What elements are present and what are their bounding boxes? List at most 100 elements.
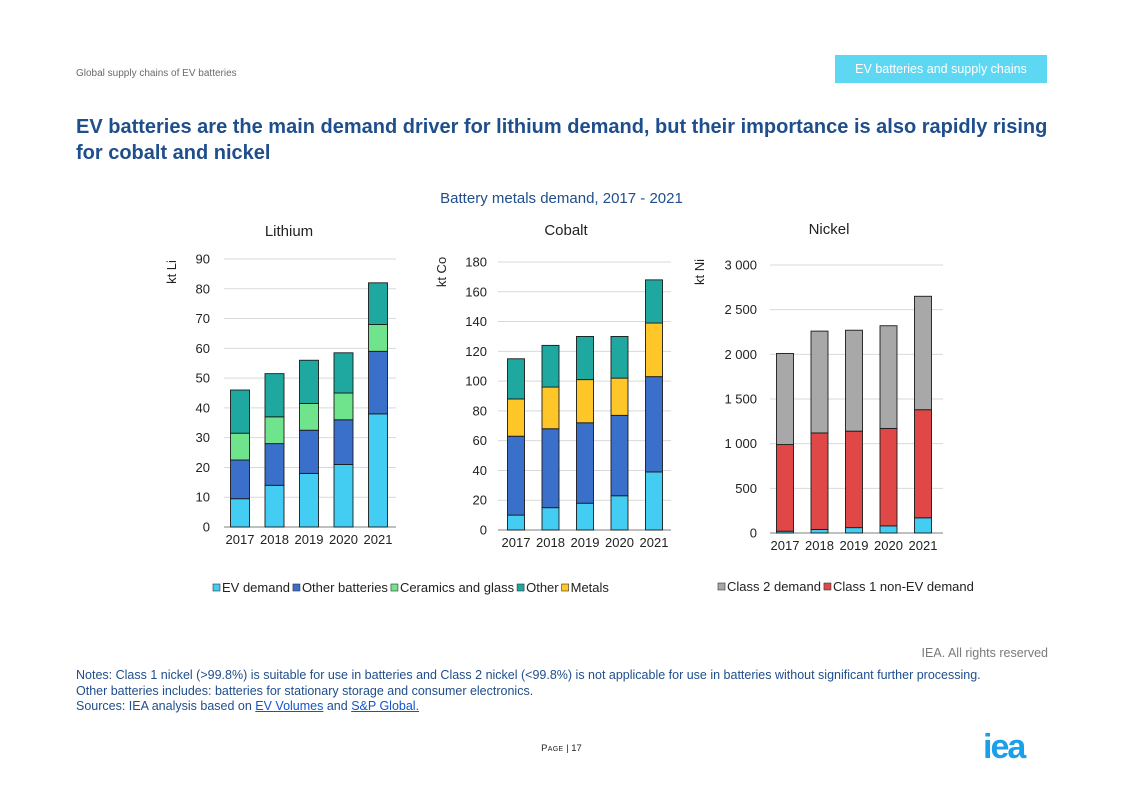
lithium-y-tick-label: 30 bbox=[196, 430, 210, 445]
notes-line-2: Other batteries includes: batteries for … bbox=[76, 683, 534, 698]
sp-global-link[interactable]: S&P Global. bbox=[351, 699, 420, 713]
ev-volumes-link[interactable]: EV Volumes bbox=[255, 699, 324, 713]
nickel-bar-segment bbox=[776, 352, 794, 446]
lithium-bar-segment bbox=[264, 373, 285, 418]
lithium-bar-segment bbox=[333, 352, 354, 394]
nickel-bar-segment bbox=[810, 330, 829, 434]
cobalt-bar-segment bbox=[576, 379, 594, 424]
nickel-bar-segment bbox=[845, 329, 863, 432]
lithium-bar-segment bbox=[230, 498, 250, 528]
lithium-y-tick-label: 10 bbox=[196, 490, 210, 505]
lithium-y-tick-label: 90 bbox=[196, 252, 210, 267]
cobalt-chart-title: Cobalt bbox=[544, 222, 588, 239]
lithium-y-tick-label: 20 bbox=[196, 460, 210, 475]
section-tag[interactable]: EV batteries and supply chains bbox=[835, 55, 1047, 83]
cobalt-y-tick-label: 100 bbox=[465, 374, 487, 389]
left-legend-label: Ceramics and glass bbox=[400, 580, 515, 595]
lithium-bar-segment bbox=[299, 472, 319, 528]
cobalt-y-tick-label: 120 bbox=[465, 344, 487, 359]
lithium-y-tick-label: 60 bbox=[196, 341, 210, 356]
cobalt-bar-segment bbox=[507, 435, 525, 516]
cobalt-y-tick-label: 20 bbox=[473, 493, 487, 508]
left-legend-swatch bbox=[561, 583, 569, 592]
lithium-bar-segment bbox=[299, 359, 319, 404]
nickel-bar-segment bbox=[845, 527, 863, 534]
lithium-bar-segment bbox=[264, 416, 285, 445]
lithium-y-tick-label: 70 bbox=[196, 311, 210, 326]
lithium-bar-segment bbox=[230, 459, 250, 500]
lithium-x-tick-label: 2017 bbox=[226, 532, 255, 547]
lithium-x-tick-label: 2020 bbox=[329, 532, 358, 547]
page-title: EV batteries are the main demand driver … bbox=[76, 116, 1048, 164]
left-legend-label: Other bbox=[526, 580, 559, 595]
lithium-y-tick-label: 0 bbox=[203, 520, 210, 535]
page-separator: | bbox=[563, 743, 572, 754]
cobalt-bar-segment bbox=[610, 377, 629, 416]
lithium-x-tick-label: 2018 bbox=[260, 532, 289, 547]
cobalt-x-tick-label: 2018 bbox=[536, 535, 565, 550]
right-legend-label: Class 2 demand bbox=[727, 579, 821, 594]
nickel-bar-segment bbox=[879, 525, 898, 534]
cobalt-bar-segment bbox=[507, 358, 525, 400]
lithium-bar-segment bbox=[299, 402, 319, 431]
nickel-bar-segment bbox=[845, 430, 863, 529]
cobalt-bar-segment bbox=[645, 471, 663, 531]
cobalt-bar-segment bbox=[610, 495, 629, 531]
cobalt-bar-segment bbox=[645, 376, 663, 473]
cobalt-x-tick-label: 2020 bbox=[605, 535, 634, 550]
document-header-label: Global supply chains of EV batteries bbox=[76, 68, 237, 79]
svg-text:iea: iea bbox=[983, 731, 1027, 761]
lithium-bar-segment bbox=[333, 392, 354, 421]
lithium-bar-segment bbox=[299, 429, 319, 474]
nickel-y-tick-label: 2 000 bbox=[724, 347, 757, 362]
right-legend-label: Class 1 non-EV demand bbox=[833, 579, 974, 594]
figure-title: Battery metals demand, 2017 - 2021 bbox=[440, 190, 683, 207]
nickel-y-axis-label: kt Ni bbox=[692, 259, 707, 285]
right-legend-swatch bbox=[823, 582, 832, 591]
nickel-y-tick-label: 2 500 bbox=[724, 302, 757, 317]
iea-logo: iea bbox=[983, 731, 1029, 761]
cobalt-bar-segment bbox=[576, 502, 594, 531]
cobalt-bar-segment bbox=[610, 335, 629, 379]
lithium-bar-segment bbox=[264, 443, 285, 486]
nickel-y-tick-label: 3 000 bbox=[724, 258, 757, 273]
lithium-y-tick-label: 80 bbox=[196, 281, 210, 296]
nickel-chart-title: Nickel bbox=[809, 221, 850, 238]
nickel-bar-segment bbox=[914, 517, 932, 534]
lithium-bar-segment bbox=[368, 282, 388, 325]
cobalt-bar-segment bbox=[645, 279, 663, 324]
nickel-bar-segment bbox=[914, 295, 932, 411]
cobalt-bar-segment bbox=[645, 322, 663, 378]
lithium-y-tick-label: 40 bbox=[196, 400, 210, 415]
cobalt-bar-segment bbox=[541, 507, 560, 531]
nickel-x-tick-label: 2019 bbox=[840, 538, 869, 553]
page-label: Page bbox=[541, 743, 564, 754]
cobalt-bar-segment bbox=[507, 514, 525, 531]
lithium-bar-segment bbox=[368, 350, 388, 415]
right-legend-swatch bbox=[717, 582, 726, 591]
left-legend-label: EV demand bbox=[222, 580, 290, 595]
nickel-y-tick-label: 0 bbox=[750, 526, 757, 541]
cobalt-y-tick-label: 40 bbox=[473, 463, 487, 478]
cobalt-x-tick-label: 2019 bbox=[571, 535, 600, 550]
page-number-value: 17 bbox=[571, 743, 582, 754]
cobalt-y-tick-label: 0 bbox=[480, 523, 487, 538]
lithium-bar-segment bbox=[333, 464, 354, 528]
sources-line: Sources: IEA analysis based on EV Volume… bbox=[76, 699, 1066, 715]
lithium-bar-segment bbox=[333, 419, 354, 465]
cobalt-bar-segment bbox=[576, 335, 594, 381]
nickel-bar-segment bbox=[879, 325, 898, 429]
cobalt-y-tick-label: 80 bbox=[473, 403, 487, 418]
sources-prefix: Sources: IEA analysis based on bbox=[76, 699, 256, 713]
nickel-y-tick-label: 1 000 bbox=[724, 436, 757, 451]
nickel-bar-segment bbox=[776, 444, 794, 532]
rights-notice: IEA. All rights reserved bbox=[921, 646, 1048, 660]
cobalt-y-axis-label: kt Co bbox=[434, 257, 449, 287]
left-legend-swatch bbox=[212, 583, 221, 592]
lithium-x-tick-label: 2021 bbox=[364, 532, 393, 547]
nickel-x-tick-label: 2020 bbox=[874, 538, 903, 553]
cobalt-y-tick-label: 140 bbox=[465, 314, 487, 329]
cobalt-bar-segment bbox=[541, 344, 560, 388]
nickel-bar-segment bbox=[879, 428, 898, 527]
cobalt-bar-segment bbox=[541, 386, 560, 430]
